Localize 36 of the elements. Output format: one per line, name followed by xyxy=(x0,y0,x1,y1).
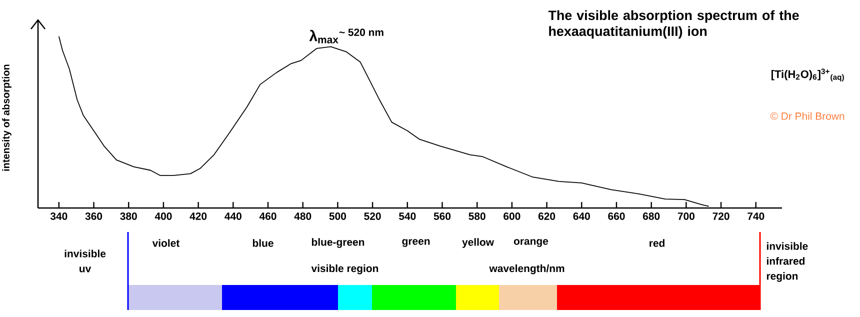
text: blue xyxy=(252,239,274,247)
x-tick-label: 620 xyxy=(538,212,556,220)
x-tick-label: 600 xyxy=(504,212,520,220)
chart-title: The visible absorption spectrum of the hexaaquatitanium(III) ion xyxy=(548,10,799,39)
text: yellow xyxy=(462,238,494,248)
text: red xyxy=(650,239,664,247)
text: blue-green xyxy=(312,238,364,248)
x-tick-label: 420 xyxy=(190,212,207,220)
x-tick-label: 740 xyxy=(748,212,764,220)
x-tick-label: 720 xyxy=(712,212,730,220)
text: invisible infrared region xyxy=(766,242,808,282)
x-tick-label: 540 xyxy=(398,212,416,220)
x-tick-label: 640 xyxy=(573,212,590,220)
x-tick-label: 340 xyxy=(50,212,68,220)
x-tick-label: 680 xyxy=(642,212,660,220)
annotation: λ$_{max}$~ 520 nm xyxy=(309,28,384,44)
x-tick-label: 440 xyxy=(224,212,242,220)
text: violet xyxy=(152,239,180,247)
x-axis-title: wavelength/nm xyxy=(489,264,564,274)
x-tick-label: 380 xyxy=(120,212,137,220)
x-tick-label: 660 xyxy=(608,212,625,220)
x-tick-label: 360 xyxy=(85,212,102,220)
x-tick-label: 400 xyxy=(154,212,172,220)
text: orange xyxy=(514,239,548,247)
text: visible region xyxy=(311,264,378,274)
x-tick-label: 700 xyxy=(678,212,694,220)
x-tick-label: 560 xyxy=(434,212,451,220)
text: invisible uv xyxy=(64,250,106,272)
text: green xyxy=(402,239,430,247)
x-tick-label: 480 xyxy=(294,212,312,220)
x-tick-label: 500 xyxy=(329,212,346,220)
x-tick-label: 460 xyxy=(259,212,276,220)
x-tick-label: 520 xyxy=(364,212,381,220)
y-axis-title: intensity of absorption xyxy=(2,64,12,171)
annotation: © Dr Phil Brown xyxy=(770,112,844,120)
x-tick-label: 580 xyxy=(468,212,486,220)
